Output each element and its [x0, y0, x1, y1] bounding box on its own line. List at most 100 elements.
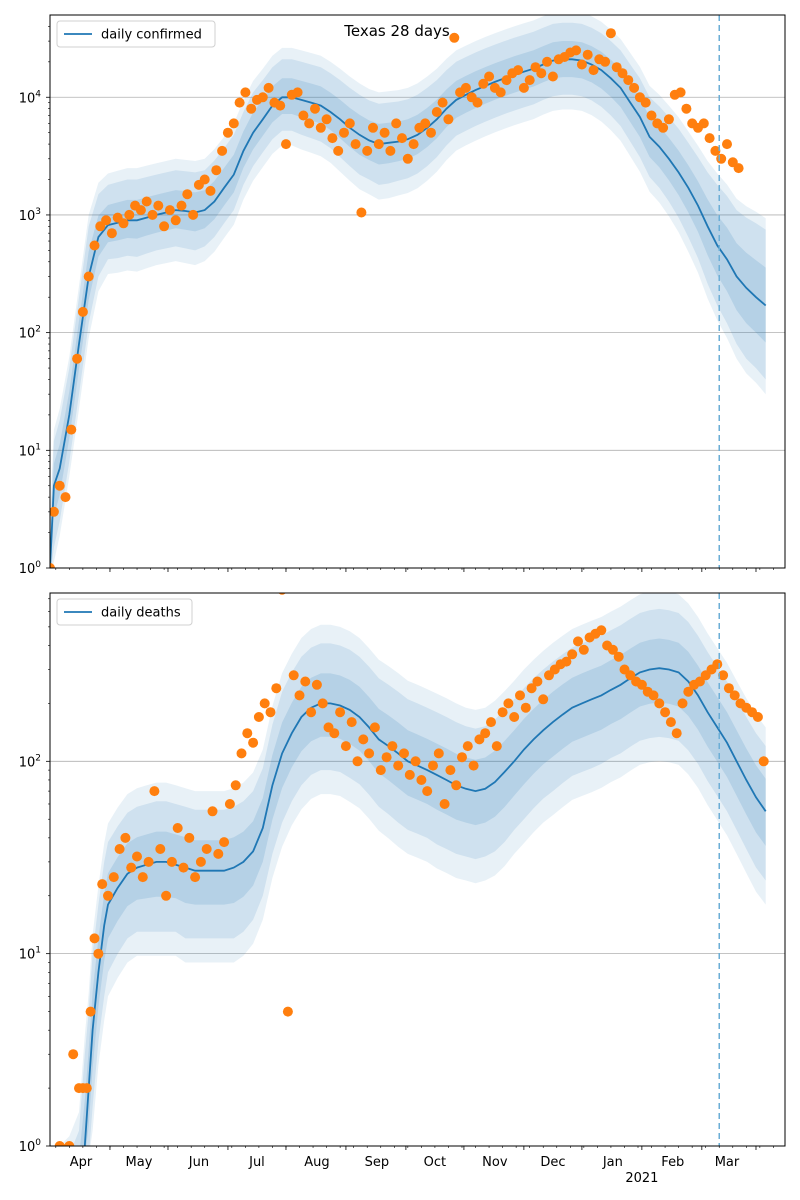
x-year-label: 2021	[625, 1171, 658, 1186]
data-point	[362, 145, 373, 156]
data-point	[484, 71, 495, 82]
data-point	[513, 65, 524, 76]
data-point	[120, 832, 131, 843]
legend: daily deaths	[56, 598, 193, 626]
data-point	[114, 844, 125, 854]
data-point	[172, 823, 183, 833]
data-point	[758, 756, 769, 767]
data-point	[135, 205, 146, 216]
data-point	[663, 114, 674, 125]
data-point	[576, 59, 587, 70]
data-point	[457, 752, 467, 763]
data-point	[292, 87, 303, 98]
data-point	[573, 636, 583, 647]
data-point	[228, 118, 239, 129]
data-point	[391, 118, 402, 129]
data-point	[437, 97, 448, 108]
data-point	[89, 240, 100, 251]
data-point	[236, 748, 247, 759]
y-axis: 100 101 102	[19, 598, 50, 1155]
data-point	[106, 228, 117, 239]
data-point	[352, 756, 363, 767]
data-point	[422, 786, 433, 797]
data-point	[66, 424, 77, 435]
data-point	[178, 862, 189, 873]
data-point	[445, 765, 456, 776]
data-point	[340, 741, 351, 752]
data-point	[275, 100, 286, 111]
data-point	[596, 625, 607, 636]
data-point	[503, 698, 514, 709]
y-tick-label: 103	[19, 207, 41, 224]
data-point	[718, 670, 729, 681]
middle-band	[50, 22, 766, 568]
data-point	[520, 702, 531, 713]
data-point	[182, 189, 193, 200]
data-point	[242, 728, 253, 739]
data-point	[271, 683, 282, 694]
data-point	[311, 679, 322, 690]
data-point	[298, 110, 309, 121]
data-point	[246, 103, 257, 114]
data-point	[410, 756, 421, 767]
data-point	[416, 775, 427, 785]
data-point	[350, 139, 361, 150]
data-point	[207, 806, 218, 817]
plot-area	[50, 15, 785, 568]
legend-box	[56, 598, 193, 626]
data-point	[368, 122, 378, 133]
data-point	[72, 353, 83, 364]
data-point	[617, 68, 628, 79]
data-point	[677, 698, 688, 709]
data-point	[358, 734, 369, 745]
data-point	[381, 752, 392, 763]
data-point	[605, 28, 616, 39]
data-point	[321, 114, 332, 125]
x-tick-label: Oct	[424, 1155, 446, 1170]
data-point	[81, 1083, 92, 1094]
confirmed-chart-panel: 100 101 102 103 104 Texas 28 days daily conf…	[19, 14, 786, 577]
data-point	[582, 49, 593, 60]
data-point	[468, 760, 479, 771]
data-point	[333, 145, 344, 156]
data-point	[54, 480, 65, 491]
data-point	[478, 78, 489, 89]
inner-band	[50, 41, 766, 568]
data-point	[310, 103, 320, 114]
data-point	[213, 848, 224, 859]
data-point	[89, 933, 100, 944]
plot-area	[50, 593, 785, 1146]
data-point	[509, 712, 520, 722]
data-point	[344, 118, 355, 129]
data-point	[629, 82, 640, 93]
data-point	[50, 506, 59, 517]
uncertainty-bands	[50, 593, 766, 1146]
y-tick-label: 101	[19, 442, 41, 459]
data-point	[103, 890, 113, 901]
data-point	[373, 139, 384, 150]
data-point	[369, 722, 380, 733]
x-axis	[55, 568, 774, 572]
x-axis: Apr May Jun Jul Aug Sep Oct Nov Dec Jan Feb Mar	[55, 1146, 774, 1170]
data-point	[660, 707, 671, 718]
data-point	[646, 110, 657, 121]
data-point	[387, 741, 398, 752]
data-point	[588, 65, 599, 76]
data-point	[126, 862, 137, 873]
data-point	[132, 851, 142, 862]
data-point	[538, 694, 549, 705]
data-point	[607, 644, 618, 655]
data-point	[83, 271, 94, 282]
data-point	[253, 712, 264, 722]
outer-band	[50, 15, 766, 568]
data-point	[195, 856, 206, 867]
legend-label: daily deaths	[101, 606, 181, 621]
x-tick-label: Dec	[540, 1155, 565, 1170]
data-point	[257, 92, 268, 103]
data-point	[265, 707, 276, 718]
data-point	[431, 107, 442, 117]
data-point	[300, 676, 311, 687]
data-point	[222, 127, 233, 138]
data-point	[184, 832, 195, 843]
uncertainty-bands	[50, 15, 766, 568]
